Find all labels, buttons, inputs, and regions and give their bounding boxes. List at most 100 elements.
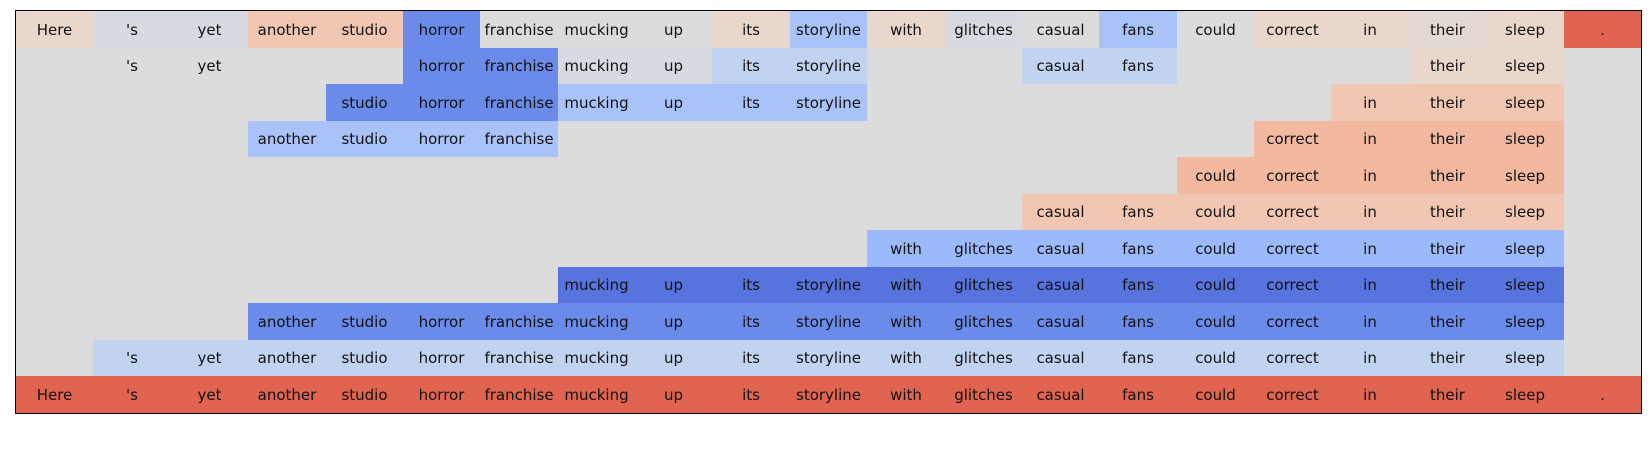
heatmap-cell: correct	[1254, 340, 1331, 376]
heatmap-cell: franchise	[480, 48, 558, 84]
heatmap-cell: with	[867, 267, 945, 303]
heatmap-cell: its	[712, 376, 790, 413]
heatmap-cell: sleep	[1486, 157, 1564, 194]
heatmap-cell: mucking	[558, 84, 635, 121]
heatmap-cell: sleep	[1486, 303, 1564, 340]
heatmap-cell: .	[1564, 11, 1641, 48]
heatmap-cell: up	[635, 267, 712, 303]
heatmap-cell: in	[1331, 376, 1409, 413]
heatmap-cell: storyline	[790, 303, 867, 340]
heatmap-cell: their	[1409, 11, 1486, 48]
heatmap-cell: could	[1177, 303, 1254, 340]
heatmap-cell: could	[1195, 20, 1236, 39]
heatmap-cell: with	[867, 11, 945, 48]
heatmap-cell: fans	[1099, 194, 1177, 230]
heatmap-cell: storyline	[790, 11, 867, 48]
heatmap-cell: in	[1331, 230, 1409, 267]
heatmap-cell: yet	[171, 11, 248, 48]
heatmap-cell: up	[635, 376, 712, 413]
heatmap-cell: could	[1177, 230, 1254, 267]
heatmap-cell: 's	[126, 57, 138, 75]
heatmap-cell: their	[1409, 194, 1486, 230]
heatmap-cell: Here	[16, 376, 93, 413]
heatmap-cell: their	[1409, 303, 1486, 340]
heatmap-cell: their	[1409, 340, 1486, 376]
heatmap-cell: fans	[1099, 230, 1177, 267]
heatmap-cell: could	[1177, 157, 1254, 194]
heatmap-cell: could	[1177, 340, 1254, 376]
heatmap-cell: their	[1409, 48, 1486, 84]
heatmap-cell: mucking	[558, 376, 635, 413]
heatmap-cell: sleep	[1486, 121, 1564, 157]
heatmap-cell: yet	[171, 340, 248, 376]
heatmap-cell: its	[712, 48, 790, 84]
heatmap-cell: casual	[1022, 48, 1099, 84]
heatmap-cell: casual	[1022, 340, 1099, 376]
heatmap-cell: glitches	[945, 11, 1022, 48]
heatmap-cell: casual	[1022, 303, 1099, 340]
heatmap-cell: yet	[197, 57, 222, 75]
heatmap-cell: sleep	[1486, 194, 1564, 230]
heatmap-cell: horror	[403, 121, 480, 157]
heatmap-cell: glitches	[945, 230, 1022, 267]
heatmap-cell: correct	[1254, 303, 1331, 340]
heatmap-cell: glitches	[945, 303, 1022, 340]
heatmap-cell: its	[712, 11, 790, 48]
heatmap-cell: mucking	[558, 340, 635, 376]
heatmap-cell: horror	[403, 11, 480, 48]
heatmap-chart: Here's yet another studio horror franchise muc…	[15, 10, 1642, 414]
heatmap-cell: with	[867, 230, 945, 267]
heatmap-cell: horror	[403, 376, 480, 413]
heatmap-cell: franchise	[480, 121, 558, 157]
heatmap-cell: its	[712, 303, 790, 340]
heatmap-cell: correct	[1254, 157, 1331, 194]
heatmap-cell: mucking	[558, 48, 635, 84]
heatmap-cell: correct	[1254, 230, 1331, 267]
heatmap-cell: their	[1409, 230, 1486, 267]
heatmap-cell: another	[248, 121, 326, 157]
heatmap-cell: sleep	[1486, 11, 1564, 48]
heatmap-cell: could	[1177, 194, 1254, 230]
heatmap-cell: their	[1409, 376, 1486, 413]
heatmap-cell: fans	[1099, 303, 1177, 340]
heatmap-cell: up	[635, 84, 712, 121]
heatmap-cell: another	[248, 303, 326, 340]
heatmap-cell: studio	[326, 11, 403, 48]
heatmap-cell: sleep	[1486, 230, 1564, 267]
heatmap-cell: up	[663, 20, 684, 39]
heatmap-cell: their	[1409, 267, 1486, 303]
heatmap-cell: another	[248, 376, 326, 413]
heatmap-cell: correct	[1254, 11, 1331, 48]
heatmap-cell: in	[1331, 303, 1409, 340]
heatmap-cell: storyline	[790, 340, 867, 376]
heatmap-cell: glitches	[945, 267, 1022, 303]
heatmap-cell: with	[867, 303, 945, 340]
heatmap-cell: their	[1409, 157, 1486, 194]
heatmap-cell: casual	[1022, 230, 1099, 267]
heatmap-cell: with	[867, 340, 945, 376]
heatmap-cell: in	[1331, 194, 1409, 230]
heatmap-cell: horror	[403, 303, 480, 340]
heatmap-cell: casual	[1022, 267, 1099, 303]
heatmap-cell: its	[712, 340, 790, 376]
heatmap-cell: glitches	[945, 376, 1022, 413]
heatmap-cell: another	[248, 11, 326, 48]
heatmap-cell: studio	[326, 376, 403, 413]
heatmap-cell: storyline	[790, 376, 867, 413]
heatmap-cell: horror	[403, 84, 480, 121]
heatmap-cell: its	[712, 84, 790, 121]
heatmap-cell: correct	[1254, 267, 1331, 303]
heatmap-cell: in	[1331, 340, 1409, 376]
heatmap-cell: mucking	[564, 20, 629, 39]
heatmap-cell: storyline	[790, 48, 867, 84]
heatmap-cell: 's	[93, 340, 171, 376]
heatmap-cell: sleep	[1486, 376, 1564, 413]
heatmap-cell: sleep	[1486, 48, 1564, 84]
heatmap-cell: fans	[1099, 376, 1177, 413]
heatmap-cell: in	[1331, 11, 1409, 48]
heatmap-cell: correct	[1254, 376, 1331, 413]
heatmap-cell: franchise	[480, 84, 558, 121]
heatmap-cell: studio	[326, 121, 403, 157]
heatmap-cell: studio	[326, 84, 403, 121]
heatmap-cell: fans	[1099, 48, 1177, 84]
